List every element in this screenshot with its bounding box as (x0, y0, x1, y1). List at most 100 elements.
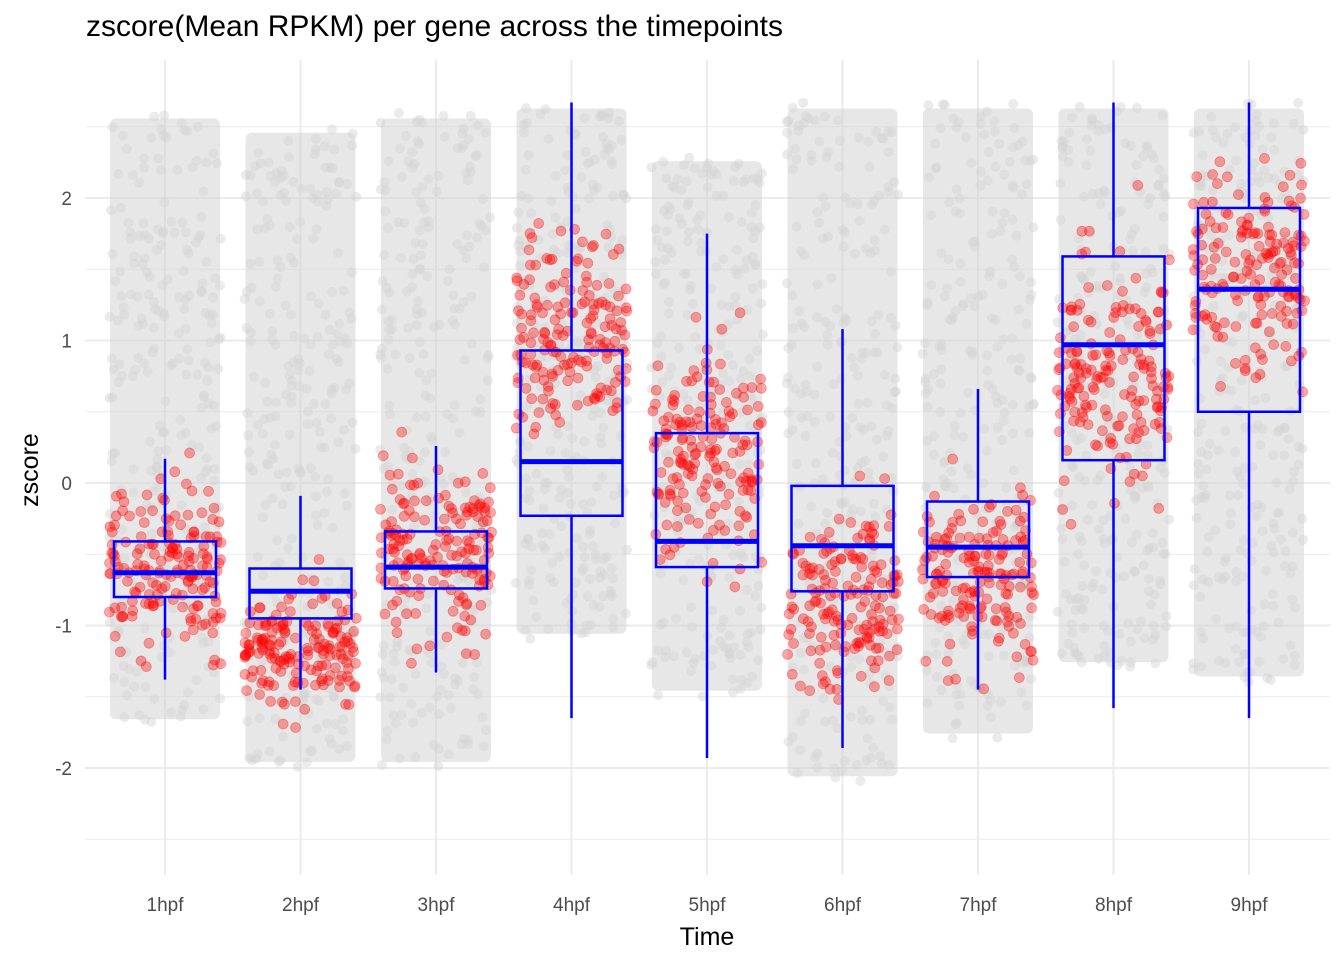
highlight-point (814, 657, 826, 669)
background-point (209, 400, 219, 411)
background-point (809, 389, 820, 400)
background-point (540, 477, 550, 488)
background-point (264, 308, 275, 319)
background-point (121, 143, 132, 154)
background-point (465, 161, 476, 172)
background-point (812, 207, 823, 218)
background-point (308, 193, 318, 203)
highlight-point (251, 632, 263, 644)
background-point (417, 239, 428, 249)
background-point (926, 210, 937, 221)
background-point (129, 258, 140, 269)
background-point (116, 291, 127, 302)
background-point (338, 285, 349, 296)
background-point (167, 358, 178, 369)
highlight-point (452, 477, 464, 489)
highlight-point (870, 600, 881, 612)
background-point (471, 573, 482, 584)
background-point (590, 372, 601, 383)
background-point (1013, 304, 1024, 315)
highlight-point (974, 576, 986, 588)
background-point (384, 287, 395, 298)
background-point (253, 147, 264, 158)
background-point (270, 411, 281, 422)
background-point (187, 162, 198, 173)
background-point (414, 337, 425, 348)
highlight-point (571, 255, 582, 267)
highlight-point (114, 646, 126, 658)
background-point (206, 318, 217, 329)
highlight-point (1277, 181, 1289, 193)
background-point (329, 383, 340, 394)
highlight-point (1013, 672, 1025, 683)
background-point (432, 691, 442, 702)
background-point (1188, 580, 1199, 591)
background-point (460, 649, 471, 660)
background-point (332, 248, 343, 259)
background-point (210, 421, 221, 432)
highlight-point (1105, 432, 1117, 444)
background-point (298, 688, 309, 699)
highlight-point (549, 279, 560, 291)
background-point (1211, 614, 1222, 624)
background-point (1056, 523, 1067, 534)
background-point (302, 419, 313, 430)
background-point (796, 648, 806, 658)
background-point (812, 762, 823, 773)
background-point (955, 276, 966, 287)
background-point (107, 448, 118, 459)
background-point (812, 361, 823, 372)
background-point (193, 232, 204, 243)
highlight-point (1253, 240, 1265, 252)
background-point (1274, 507, 1285, 518)
background-point (652, 235, 663, 245)
x-tick-label: 8hpf (1095, 895, 1133, 916)
background-point (134, 177, 145, 188)
background-point (152, 454, 163, 465)
highlight-point (184, 447, 196, 459)
background-point (1158, 211, 1169, 222)
highlight-point (577, 236, 588, 248)
background-point (757, 279, 768, 290)
background-point (407, 147, 418, 158)
highlight-point (1295, 192, 1306, 204)
background-point (591, 317, 602, 328)
background-point (584, 528, 595, 539)
background-point (456, 143, 467, 154)
highlight-point (968, 503, 979, 515)
highlight-point (738, 382, 749, 394)
background-point (411, 303, 422, 314)
background-point (1074, 531, 1085, 542)
background-point (148, 486, 159, 496)
background-point (994, 138, 1005, 149)
background-point (152, 583, 163, 594)
y-tick-label: 2 (61, 189, 72, 210)
background-point (577, 565, 588, 576)
background-point (448, 290, 459, 301)
background-point (609, 394, 620, 405)
background-point (123, 218, 134, 228)
background-point (796, 389, 807, 399)
highlight-point (712, 477, 724, 489)
background-point (606, 156, 617, 167)
background-point (550, 402, 560, 413)
highlight-point (533, 407, 545, 419)
background-point (314, 652, 325, 663)
background-point (1123, 319, 1134, 330)
background-point (750, 226, 761, 237)
background-point (951, 718, 962, 729)
background-point (865, 752, 876, 763)
background-point (305, 630, 316, 641)
highlight-point (720, 499, 731, 511)
background-point (650, 269, 661, 280)
background-point (665, 204, 676, 215)
background-point (883, 147, 894, 158)
background-point (381, 599, 392, 610)
background-point (708, 644, 719, 655)
highlight-point (977, 516, 989, 528)
background-point (292, 234, 302, 245)
highlight-point (254, 602, 266, 614)
background-point (339, 488, 350, 499)
background-point (468, 605, 479, 616)
background-point (1193, 459, 1204, 470)
